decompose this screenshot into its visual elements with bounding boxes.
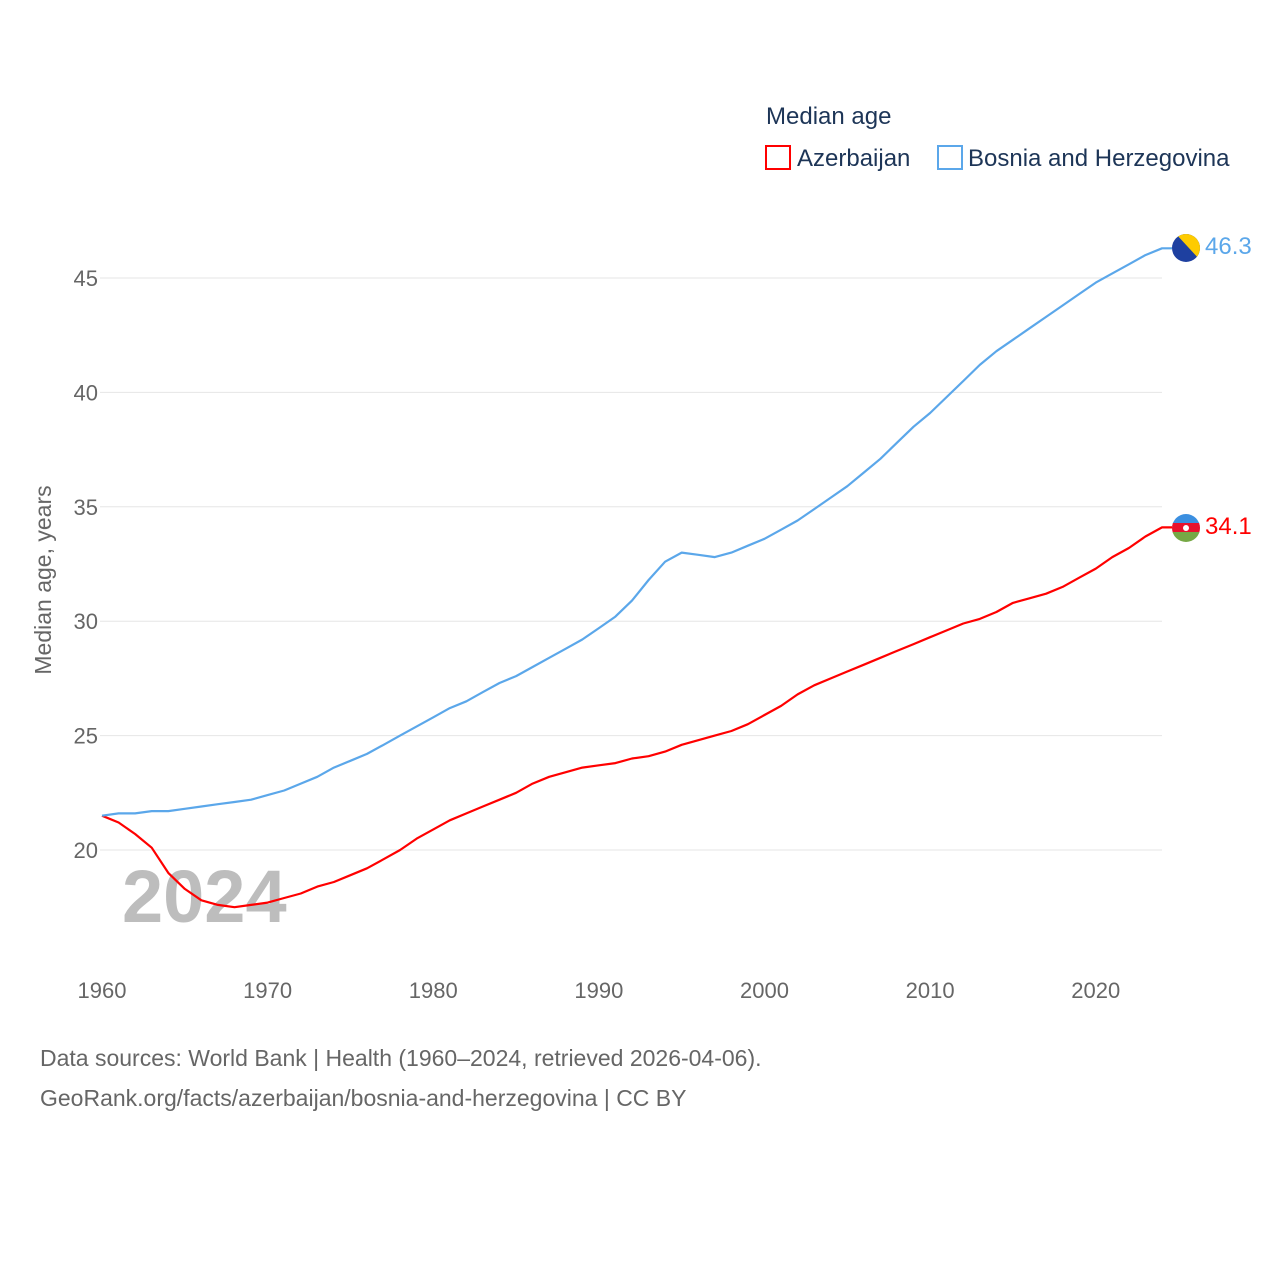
bosnia-flag-icon: [1172, 234, 1200, 262]
legend-label-azerbaijan: Azerbaijan: [797, 145, 910, 172]
x-tick-label: 2000: [740, 978, 789, 1003]
azerbaijan-flag-icon: [1172, 514, 1200, 542]
series-line-azerbaijan[interactable]: [101, 526, 1172, 909]
y-tick-label: 45: [74, 266, 98, 291]
source-link[interactable]: GeoRank.org/facts/azerbaijan/bosnia-and-…: [40, 1085, 687, 1111]
legend-swatch-azerbaijan: [765, 145, 791, 170]
y-tick-label: 40: [74, 380, 98, 405]
x-tick-label: 2020: [1071, 978, 1120, 1003]
legend-item-bosnia[interactable]: Bosnia and Herzegovina: [937, 145, 1230, 172]
end-label-bosnia: 46.3: [1205, 233, 1252, 260]
x-tick-label: 1990: [574, 978, 623, 1003]
legend-swatch-bosnia: [937, 145, 963, 170]
end-label-azerbaijan: 34.1: [1205, 513, 1252, 540]
x-tick-label: 1970: [243, 978, 292, 1003]
data-source-note: Data sources: World Bank | Health (1960–…: [40, 1045, 762, 1071]
y-tick-label: 30: [74, 609, 98, 634]
x-tick-label: 1980: [409, 978, 458, 1003]
y-tick-label: 25: [74, 724, 98, 749]
legend-label-bosnia: Bosnia and Herzegovina: [968, 145, 1230, 172]
series-line-bosnia[interactable]: [101, 247, 1172, 817]
legend-item-azerbaijan[interactable]: Azerbaijan: [765, 145, 910, 172]
y-axis-label: Median age, years: [30, 485, 56, 674]
x-tick-label: 2010: [906, 978, 955, 1003]
y-tick-label: 35: [74, 495, 98, 520]
legend-title: Median age: [766, 103, 891, 130]
y-tick-label: 20: [74, 838, 98, 863]
x-tick-label: 1960: [78, 978, 127, 1003]
year-watermark: 2024: [122, 855, 287, 938]
